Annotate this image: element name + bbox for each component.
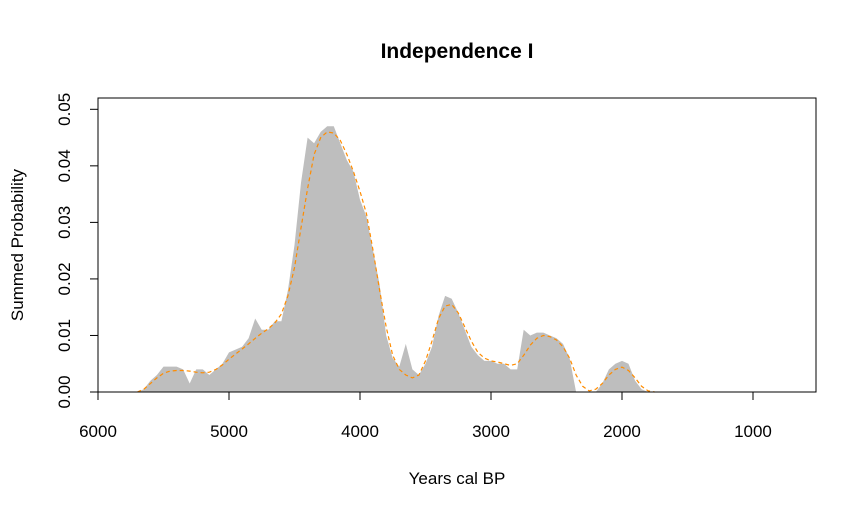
chart-title: Independence I: [381, 40, 534, 63]
x-tick-label: 6000: [79, 422, 117, 441]
y-tick-label: 0.00: [55, 375, 74, 408]
x-tick-label: 4000: [341, 422, 379, 441]
x-tick-label: 5000: [210, 422, 248, 441]
x-tick-label: 1000: [734, 422, 772, 441]
y-tick-label: 0.02: [55, 262, 74, 295]
y-tick-label: 0.01: [55, 319, 74, 352]
y-tick-label: 0.03: [55, 206, 74, 239]
x-tick-label: 2000: [603, 422, 641, 441]
y-axis-label: Summed Probability: [8, 168, 27, 321]
x-axis-label: Years cal BP: [409, 469, 506, 488]
x-tick-label: 3000: [472, 422, 510, 441]
y-tick-label: 0.05: [55, 93, 74, 126]
line: [137, 131, 655, 393]
plot-frame: [97, 97, 817, 393]
y-tick-label: 0.04: [55, 149, 74, 182]
